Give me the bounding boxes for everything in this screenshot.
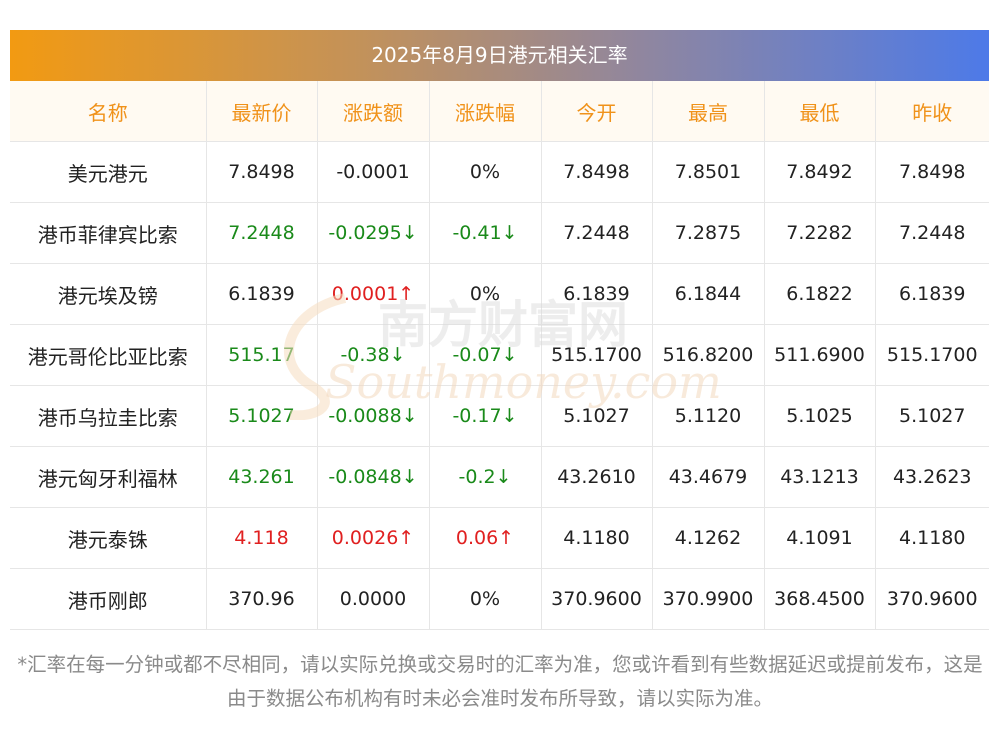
change-amount-cell: -0.0848↓ xyxy=(317,446,430,508)
high-price-cell: 6.1844 xyxy=(652,263,765,325)
change-amount-cell: -0.0001 xyxy=(317,141,430,203)
high-price-cell: 7.8501 xyxy=(652,141,765,203)
low-price-cell: 7.2282 xyxy=(764,202,876,264)
latest-price-cell: 4.118 xyxy=(206,507,318,569)
change-percent-cell: 0% xyxy=(429,141,542,203)
header-prev-close: 昨收 xyxy=(875,81,989,142)
high-price-cell: 5.1120 xyxy=(652,385,765,447)
open-price-cell: 5.1027 xyxy=(541,385,653,447)
rate-name-cell: 港币刚郎 xyxy=(10,568,207,630)
table-row: 港元哥伦比亚比索 515.17 -0.38↓ -0.07↓ 515.1700 516.82… xyxy=(10,324,989,386)
header-high: 最高 xyxy=(652,81,765,142)
open-price-cell: 7.8498 xyxy=(541,141,653,203)
rate-name-cell: 港币乌拉圭比索 xyxy=(10,385,207,447)
rate-name-cell: 港元泰铢 xyxy=(10,507,207,569)
change-amount-cell: -0.0088↓ xyxy=(317,385,430,447)
header-change: 涨跌额 xyxy=(317,81,430,142)
table-title: 2025年8月9日港元相关汇率 xyxy=(10,30,989,81)
latest-price-cell: 6.1839 xyxy=(206,263,318,325)
change-percent-cell: -0.2↓ xyxy=(429,446,542,508)
change-amount-cell: 0.0000 xyxy=(317,568,430,630)
exchange-rate-table: 名称 最新价 涨跌额 涨跌幅 今开 最高 最低 昨收 美元港元 7.8498 -0.… xyxy=(10,81,989,630)
high-price-cell: 516.8200 xyxy=(652,324,765,386)
open-price-cell: 7.2448 xyxy=(541,202,653,264)
latest-price-cell: 7.8498 xyxy=(206,141,318,203)
latest-price-cell: 370.96 xyxy=(206,568,318,630)
table-row: 港元匈牙利福林 43.261 -0.0848↓ -0.2↓ 43.2610 43.4679… xyxy=(10,446,989,508)
table-row: 港元埃及镑 6.1839 0.0001↑ 0% 6.1839 6.1844 6.1822 6.… xyxy=(10,263,989,325)
latest-price-cell: 5.1027 xyxy=(206,385,318,447)
header-latest: 最新价 xyxy=(206,81,318,142)
low-price-cell: 6.1822 xyxy=(764,263,876,325)
table-row: 美元港元 7.8498 -0.0001 0% 7.8498 7.8501 7.8492 7.8… xyxy=(10,141,989,203)
table-row: 港币刚郎 370.96 0.0000 0% 370.9600 370.9900 368.45… xyxy=(10,568,989,630)
low-price-cell: 511.6900 xyxy=(764,324,876,386)
rate-name-cell: 美元港元 xyxy=(10,141,207,203)
prev-close-cell: 7.8498 xyxy=(875,141,989,203)
high-price-cell: 4.1262 xyxy=(652,507,765,569)
table-header-row: 名称 最新价 涨跌额 涨跌幅 今开 最高 最低 昨收 xyxy=(10,81,989,142)
change-percent-cell: -0.07↓ xyxy=(429,324,542,386)
latest-price-cell: 515.17 xyxy=(206,324,318,386)
rate-name-cell: 港元哥伦比亚比索 xyxy=(10,324,207,386)
table-row: 港币乌拉圭比索 5.1027 -0.0088↓ -0.17↓ 5.1027 5.1120 5… xyxy=(10,385,989,447)
low-price-cell: 7.8492 xyxy=(764,141,876,203)
prev-close-cell: 5.1027 xyxy=(875,385,989,447)
change-percent-cell: 0% xyxy=(429,263,542,325)
rate-name-cell: 港币菲律宾比索 xyxy=(10,202,207,264)
open-price-cell: 43.2610 xyxy=(541,446,653,508)
open-price-cell: 6.1839 xyxy=(541,263,653,325)
open-price-cell: 370.9600 xyxy=(541,568,653,630)
change-amount-cell: -0.38↓ xyxy=(317,324,430,386)
low-price-cell: 43.1213 xyxy=(764,446,876,508)
latest-price-cell: 7.2448 xyxy=(206,202,318,264)
low-price-cell: 368.4500 xyxy=(764,568,876,630)
rate-name-cell: 港元匈牙利福林 xyxy=(10,446,207,508)
prev-close-cell: 7.2448 xyxy=(875,202,989,264)
prev-close-cell: 4.1180 xyxy=(875,507,989,569)
header-low: 最低 xyxy=(764,81,876,142)
change-percent-cell: -0.17↓ xyxy=(429,385,542,447)
change-amount-cell: 0.0001↑ xyxy=(317,263,430,325)
disclaimer-footnote: *汇率在每一分钟或都不尽相同，请以实际兑换或交易时的汇率为准，您或许看到有些数据… xyxy=(17,653,983,710)
table-row: 港元泰铢 4.118 0.0026↑ 0.06↑ 4.1180 4.1262 4.1091 4… xyxy=(10,507,989,569)
table-row: 港币菲律宾比索 7.2448 -0.0295↓ -0.41↓ 7.2448 7.2875 7… xyxy=(10,202,989,264)
header-open: 今开 xyxy=(541,81,653,142)
high-price-cell: 43.4679 xyxy=(652,446,765,508)
change-percent-cell: -0.41↓ xyxy=(429,202,542,264)
prev-close-cell: 370.9600 xyxy=(875,568,989,630)
high-price-cell: 7.2875 xyxy=(652,202,765,264)
change-amount-cell: -0.0295↓ xyxy=(317,202,430,264)
prev-close-cell: 6.1839 xyxy=(875,263,989,325)
change-percent-cell: 0% xyxy=(429,568,542,630)
latest-price-cell: 43.261 xyxy=(206,446,318,508)
prev-close-cell: 43.2623 xyxy=(875,446,989,508)
high-price-cell: 370.9900 xyxy=(652,568,765,630)
header-name: 名称 xyxy=(10,81,207,142)
open-price-cell: 515.1700 xyxy=(541,324,653,386)
change-amount-cell: 0.0026↑ xyxy=(317,507,430,569)
rate-name-cell: 港元埃及镑 xyxy=(10,263,207,325)
prev-close-cell: 515.1700 xyxy=(875,324,989,386)
low-price-cell: 5.1025 xyxy=(764,385,876,447)
low-price-cell: 4.1091 xyxy=(764,507,876,569)
header-change-pct: 涨跌幅 xyxy=(429,81,542,142)
exchange-rate-card: 2025年8月9日港元相关汇率 名称 最新价 涨跌额 涨跌幅 今开 最高 最低 … xyxy=(10,30,989,630)
change-percent-cell: 0.06↑ xyxy=(429,507,542,569)
open-price-cell: 4.1180 xyxy=(541,507,653,569)
